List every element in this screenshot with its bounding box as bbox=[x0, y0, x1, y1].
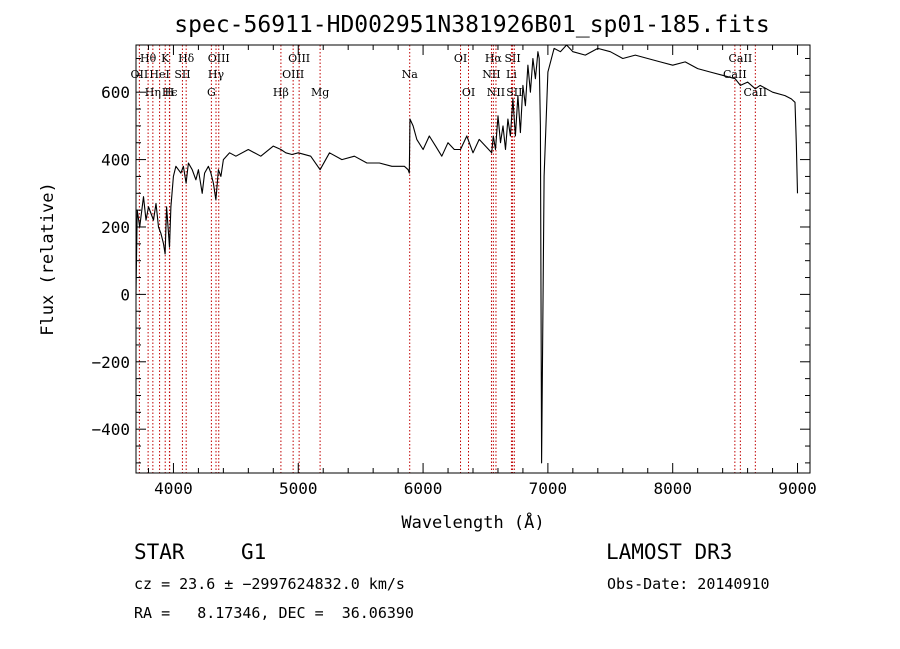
line-label-19: Hα bbox=[485, 52, 503, 65]
x-axis-label: Wavelength (Å) bbox=[401, 511, 544, 533]
ra-dec: RA = 8.17346, DEC = 36.06390 bbox=[134, 604, 414, 622]
line-label-8: SII bbox=[174, 68, 190, 81]
y-tick-400: 400 bbox=[101, 151, 810, 170]
line-label-22: SII bbox=[504, 52, 520, 65]
line-label-14: OIII bbox=[282, 68, 304, 81]
y-tick-0: 0 bbox=[120, 285, 810, 304]
line-label-15: Mg bbox=[311, 86, 329, 99]
x-tick-label: 7000 bbox=[529, 479, 568, 498]
line-label-26: CaII bbox=[723, 68, 747, 81]
line-label-13: OIII bbox=[288, 52, 310, 65]
y-tick-label: 400 bbox=[101, 151, 130, 170]
line-label-6: H bbox=[165, 86, 175, 99]
line-label-16: Na bbox=[402, 68, 419, 81]
object-subclass: G1 bbox=[241, 540, 267, 564]
line-label-5: Hη bbox=[145, 86, 161, 99]
x-tick-label: 9000 bbox=[778, 479, 817, 498]
line-label-20: NII bbox=[482, 68, 500, 81]
line-label-18: OI bbox=[462, 86, 475, 99]
x-tick-8000: 8000 bbox=[653, 45, 692, 498]
x-tick-6000: 6000 bbox=[404, 45, 443, 498]
line-label-10: Hγ bbox=[208, 68, 225, 81]
line-label-2: Hϵ bbox=[162, 86, 178, 99]
x-tick-label: 8000 bbox=[653, 479, 692, 498]
line-label-11: G bbox=[207, 86, 216, 99]
line-label-24: SII bbox=[506, 86, 522, 99]
survey-name: LAMOST DR3 bbox=[606, 540, 733, 564]
y-tick-200: 200 bbox=[101, 218, 810, 237]
x-tick-5000: 5000 bbox=[279, 45, 318, 498]
x-tick-4000: 4000 bbox=[154, 45, 193, 498]
y-tick-label: −400 bbox=[91, 420, 130, 439]
x-tick-7000: 7000 bbox=[529, 45, 568, 498]
line-label-12: Hβ bbox=[273, 86, 289, 99]
line-label-9: OIII bbox=[208, 52, 230, 65]
line-label-0: Hθ bbox=[140, 52, 157, 65]
y-tick-label: −200 bbox=[91, 353, 130, 372]
line-label-1: OII bbox=[131, 68, 149, 81]
x-tick-9000: 9000 bbox=[778, 45, 817, 498]
y-tick--200: −200 bbox=[91, 353, 810, 372]
y-tick-label: 600 bbox=[101, 83, 130, 102]
x-tick-label: 6000 bbox=[404, 479, 443, 498]
y-tick-label: 200 bbox=[101, 218, 130, 237]
x-tick-label: 4000 bbox=[154, 479, 193, 498]
redshift-text: cz = 23.6 ± −2997624832.0 km/s bbox=[134, 575, 405, 593]
chart-title: spec-56911-HD002951N381926B01_sp01-185.f… bbox=[174, 12, 769, 38]
axis-ticks: 4000 5000 6000 7000 8000 9000 −400 −200 0 200 400 6… bbox=[91, 45, 817, 498]
line-label-17: OI bbox=[454, 52, 467, 65]
line-label-27: CaII bbox=[743, 86, 767, 99]
line-label-21: NII bbox=[487, 86, 505, 99]
obs-date: Obs-Date: 20140910 bbox=[607, 575, 770, 593]
y-tick-600: 600 bbox=[101, 83, 810, 102]
spectrum-plot bbox=[135, 44, 799, 464]
line-label-7: Hδ bbox=[178, 52, 195, 65]
spectrum-series-0 bbox=[135, 44, 799, 464]
y-tick--400: −400 bbox=[91, 420, 810, 439]
line-label-3: K bbox=[161, 52, 170, 65]
line-label-4: HeI bbox=[149, 68, 169, 81]
line-label-23: Li bbox=[506, 68, 517, 81]
y-tick-label: 0 bbox=[120, 285, 130, 304]
x-tick-label: 5000 bbox=[279, 479, 318, 498]
line-label-25: CaII bbox=[729, 52, 753, 65]
y-axis-label: Flux (relative) bbox=[38, 182, 58, 336]
line-markers: Hθ OII Hϵ K HeI Hη H Hδ SII OIII Hγ G Hβ OIII OIII Mg Na… bbox=[131, 45, 767, 473]
plot-frame bbox=[135, 44, 811, 474]
object-class: STAR bbox=[134, 540, 185, 564]
